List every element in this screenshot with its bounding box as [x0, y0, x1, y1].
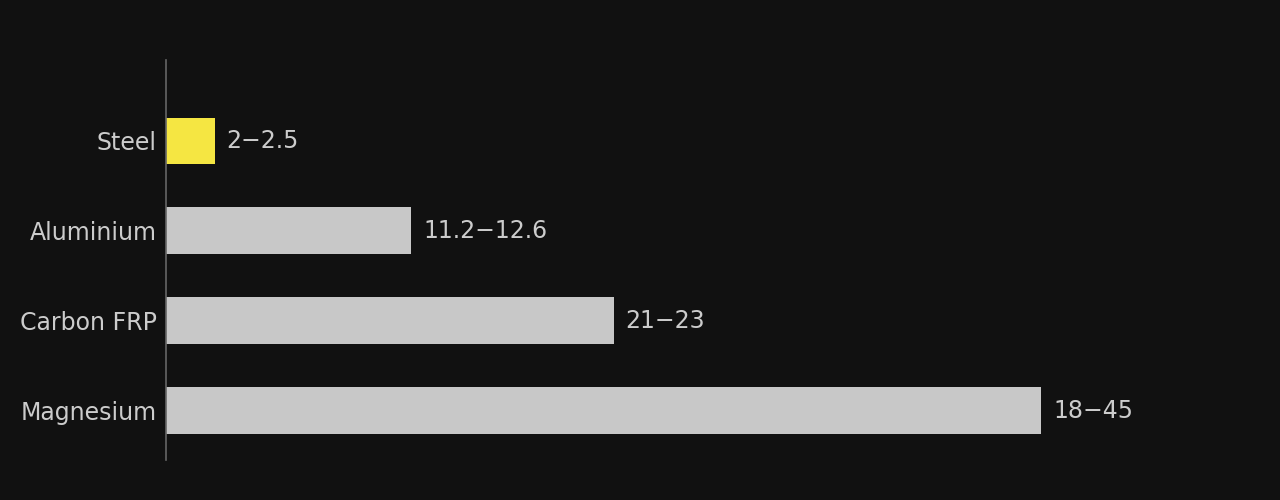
- Bar: [166, 118, 215, 164]
- Text: 21−23: 21−23: [626, 308, 705, 332]
- Bar: [166, 298, 613, 344]
- Text: 2−2.5: 2−2.5: [227, 129, 300, 153]
- Bar: [166, 208, 411, 254]
- Text: 11.2−12.6: 11.2−12.6: [424, 219, 548, 243]
- Bar: [166, 387, 1042, 434]
- Text: 18−45: 18−45: [1053, 398, 1133, 422]
